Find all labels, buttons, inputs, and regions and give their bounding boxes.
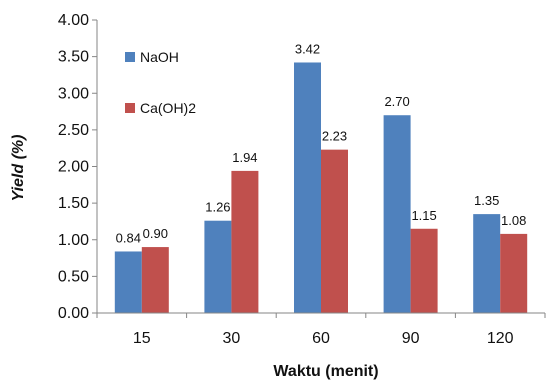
bar-caoh2 — [410, 228, 438, 313]
y-tick-label: 0.00 — [58, 305, 89, 322]
y-tick-label: 2.00 — [58, 159, 89, 176]
x-tick-label: 15 — [133, 330, 151, 347]
bar-naoh — [114, 251, 142, 313]
legend: NaOH Ca(OH)2 — [125, 49, 196, 116]
x-tick-label: 60 — [312, 330, 330, 347]
y-axis-title-unit: (%) — [10, 135, 27, 160]
data-label-caoh2: 2.23 — [322, 129, 347, 144]
data-label-naoh: 0.84 — [116, 230, 141, 245]
legend-label: NaOH — [140, 49, 179, 65]
bar-caoh2 — [231, 170, 259, 313]
x-tick-label: 90 — [402, 330, 420, 347]
data-label-caoh2: 1.94 — [232, 150, 257, 165]
plot-area: 0.84 0.90 1.26 1.94 3.42 2.23 2.70 1.15 1.351.08 — [114, 41, 528, 313]
y-tick-label: 1.00 — [58, 232, 89, 249]
x-tick-label: 120 — [487, 330, 514, 347]
data-label-caoh2: 1.15 — [411, 208, 436, 223]
y-axis-title-main: Yield — [10, 163, 27, 202]
x-axis: 15 30 60 90 120 — [96, 312, 546, 347]
data-label-caoh2: 0.90 — [143, 226, 168, 241]
x-axis-title: Waktu (menit) — [273, 363, 378, 380]
bar-caoh2 — [141, 247, 169, 313]
bar-naoh — [204, 220, 232, 313]
y-tick-label: 3.50 — [58, 49, 89, 66]
bar-naoh — [383, 115, 411, 313]
data-label-naoh: 3.42 — [295, 41, 320, 56]
bar-naoh — [473, 214, 501, 313]
y-tick-label: 1.50 — [58, 195, 89, 212]
bar-caoh2 — [321, 149, 348, 313]
data-label-naoh: 1.26 — [205, 200, 230, 215]
y-tick-label: 4.00 — [58, 12, 89, 29]
data-label-naoh: 2.70 — [384, 94, 409, 109]
y-axis-title: Yield (%) — [10, 135, 27, 202]
bar-caoh2 — [500, 233, 528, 313]
legend-label: Ca(OH)2 — [140, 100, 196, 116]
data-label-naoh: 1.35 — [474, 193, 499, 208]
y-tick-label: 2.50 — [58, 122, 89, 139]
legend-swatch — [125, 52, 135, 62]
bar-naoh — [294, 62, 321, 313]
y-tick-label: 3.00 — [58, 85, 89, 102]
y-axis: 0.00 0.50 1.00 1.50 2.00 2.50 3.00 3.50 4.00 — [58, 12, 98, 322]
x-tick-label: 30 — [223, 330, 241, 347]
legend-swatch — [125, 103, 135, 113]
y-tick-label: 0.50 — [58, 268, 89, 285]
data-label-caoh2: 1.08 — [501, 213, 526, 228]
